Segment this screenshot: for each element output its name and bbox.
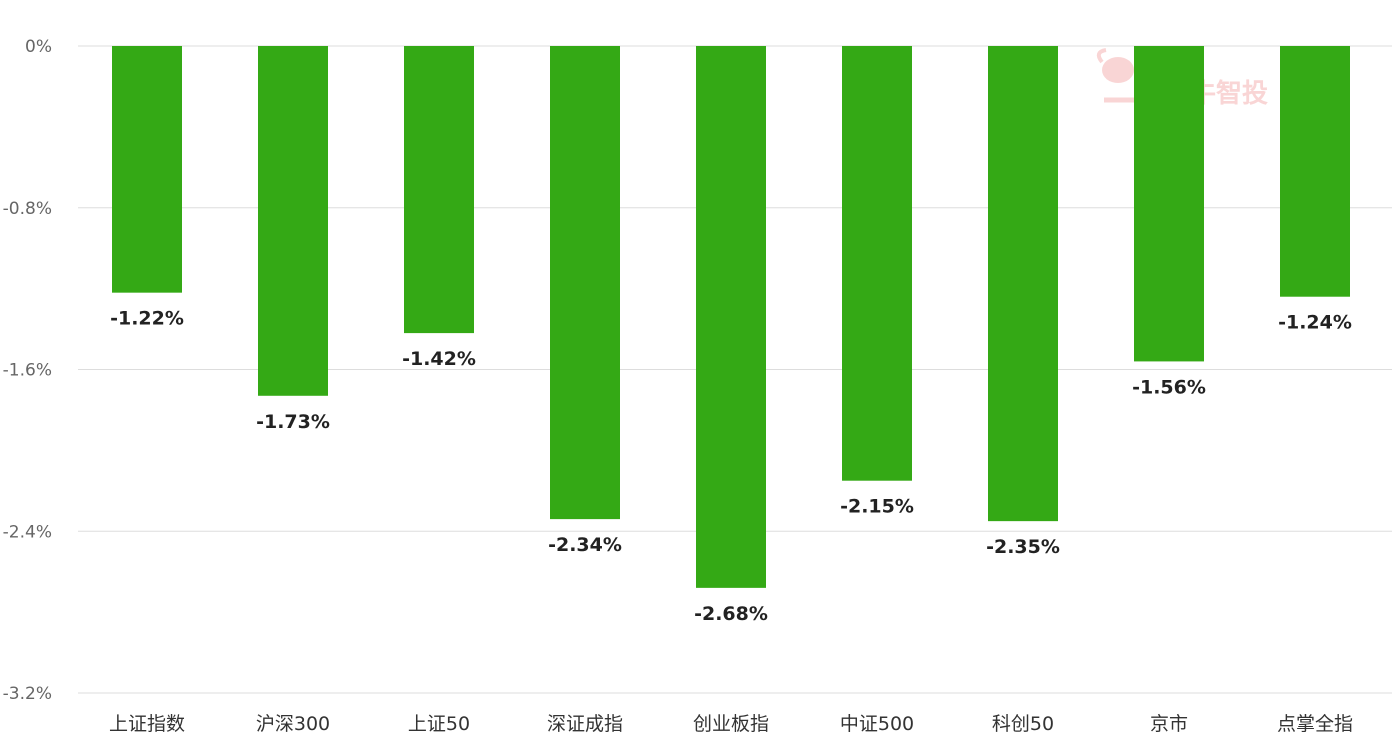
bar (112, 46, 182, 293)
y-tick-label: -3.2% (3, 684, 52, 704)
y-axis-tick-labels: 0% -0.8% -1.6% -2.4% -3.2% (3, 37, 52, 704)
bar (258, 46, 328, 396)
data-label: -2.68% (694, 603, 768, 625)
data-label: -2.34% (548, 534, 622, 556)
data-label: -1.22% (110, 308, 184, 330)
bar (842, 46, 912, 481)
category-label: 京市 (1150, 713, 1188, 735)
data-labels: -1.22% -1.73% -1.42% -2.34% -2.68% -2.15% -2.3… (110, 308, 1352, 625)
category-label: 科创50 (992, 713, 1054, 735)
data-label: -1.73% (256, 411, 330, 433)
data-label: -1.56% (1132, 376, 1206, 398)
data-label: -2.15% (840, 496, 914, 518)
y-tick-label: -2.4% (3, 522, 52, 542)
data-label: -2.35% (986, 536, 1060, 558)
bars (112, 46, 1350, 588)
category-label: 创业板指 (693, 713, 769, 735)
category-label: 中证500 (840, 713, 914, 735)
bar (1280, 46, 1350, 297)
category-label: 点掌全指 (1277, 713, 1353, 735)
data-label: -1.24% (1278, 312, 1352, 334)
data-label: -1.42% (402, 348, 476, 370)
bar (988, 46, 1058, 522)
y-tick-label: 0% (25, 37, 52, 57)
bar (404, 46, 474, 334)
y-tick-label: -0.8% (3, 199, 52, 219)
y-tick-label: -1.6% (3, 361, 52, 381)
category-label: 沪深300 (256, 713, 330, 735)
category-label: 上证指数 (109, 713, 185, 735)
bar (550, 46, 620, 520)
x-axis-category-labels: 上证指数 沪深300 上证50 深证成指 创业板指 中证500 科创50 京市 点掌全指 (109, 713, 1353, 735)
category-label: 上证50 (408, 713, 470, 735)
bar (696, 46, 766, 588)
category-label: 深证成指 (547, 713, 623, 735)
bar (1134, 46, 1204, 362)
